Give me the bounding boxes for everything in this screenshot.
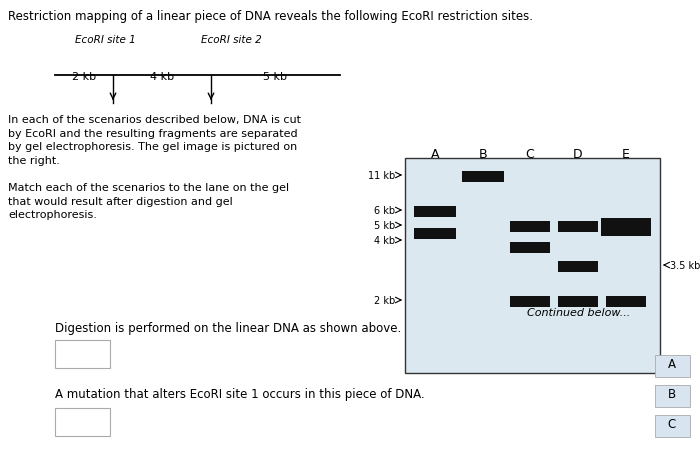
Bar <box>510 221 550 232</box>
Text: 5 kb: 5 kb <box>374 221 395 231</box>
Text: C: C <box>668 418 676 431</box>
Text: EcoRI site 2: EcoRI site 2 <box>201 35 262 45</box>
Text: 3.5 kb: 3.5 kb <box>670 261 700 271</box>
Bar <box>414 228 456 239</box>
Bar <box>655 355 690 377</box>
Bar <box>558 221 598 232</box>
Text: 2 kb: 2 kb <box>72 72 96 82</box>
Text: 5 kb: 5 kb <box>263 72 287 82</box>
Bar <box>558 296 598 307</box>
Text: B: B <box>668 388 676 401</box>
Bar <box>55 340 110 368</box>
Text: 6 kb: 6 kb <box>374 206 395 216</box>
Text: B: B <box>479 148 487 161</box>
Text: Continued below...: Continued below... <box>526 308 630 318</box>
Text: 4 kb: 4 kb <box>374 236 395 246</box>
Bar <box>462 171 504 182</box>
Text: Restriction mapping of a linear piece of DNA reveals the following EcoRI restric: Restriction mapping of a linear piece of… <box>8 10 533 23</box>
Text: EcoRI site 1: EcoRI site 1 <box>75 35 136 45</box>
Bar <box>655 385 690 407</box>
Text: C: C <box>526 148 534 161</box>
Bar <box>414 206 456 217</box>
Text: A: A <box>430 148 440 161</box>
Text: Digestion is performed on the linear DNA as shown above.: Digestion is performed on the linear DNA… <box>55 322 401 335</box>
Bar <box>510 296 550 307</box>
Text: A mutation that alters EcoRI site 1 occurs in this piece of DNA.: A mutation that alters EcoRI site 1 occu… <box>55 388 425 401</box>
Bar <box>405 158 660 373</box>
Text: D: D <box>573 148 583 161</box>
Bar <box>601 218 651 236</box>
Bar <box>510 242 550 253</box>
Bar <box>655 415 690 437</box>
Bar <box>55 408 110 436</box>
Text: 2 kb: 2 kb <box>374 296 395 306</box>
Text: E: E <box>622 148 630 161</box>
Text: 11 kb: 11 kb <box>368 171 395 181</box>
Text: A: A <box>668 358 676 371</box>
Text: In each of the scenarios described below, DNA is cut
by EcoRI and the resulting : In each of the scenarios described below… <box>8 115 301 220</box>
Bar <box>606 296 646 307</box>
Bar <box>558 261 598 272</box>
Text: 4 kb: 4 kb <box>150 72 174 82</box>
